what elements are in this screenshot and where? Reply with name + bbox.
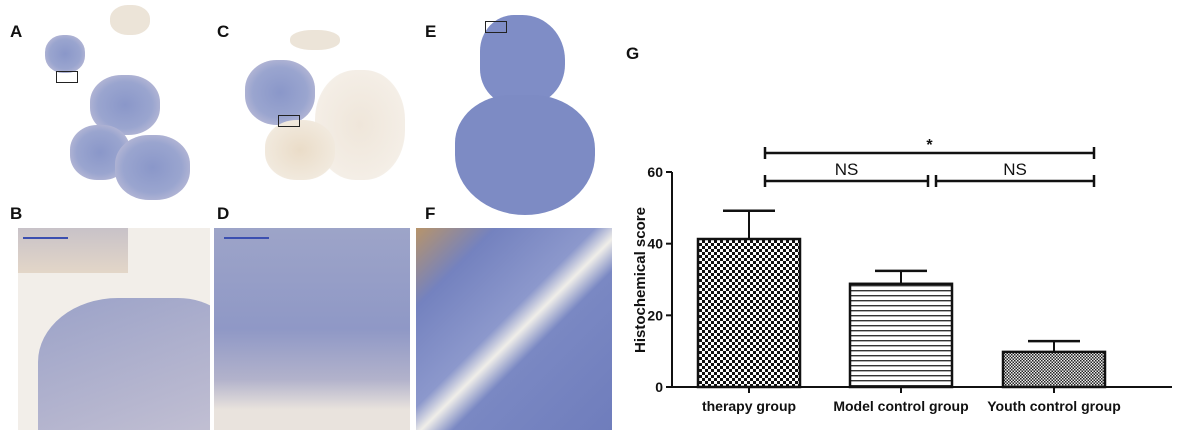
x-tick-label: therapy group: [702, 398, 796, 414]
inset-box: [485, 21, 507, 33]
inset-box: [278, 115, 300, 127]
micrograph-e: [450, 15, 610, 220]
panel-label-f: F: [425, 204, 436, 223]
x-tick-label: Youth control group: [987, 398, 1121, 414]
panel-label-b: B: [10, 204, 23, 223]
significance-label: *: [926, 137, 933, 154]
y-tick-label: 60: [647, 164, 663, 180]
x-tick-label: Model control group: [833, 398, 968, 414]
bar: [696, 237, 802, 389]
scale-bar: [23, 237, 68, 239]
panel-label-a: A: [10, 22, 23, 41]
micrograph-d: [214, 228, 410, 430]
panel-label-e: E: [425, 22, 437, 41]
micrograph-b: [18, 228, 210, 430]
bar: [1001, 350, 1107, 389]
micrograph-c: [235, 30, 415, 190]
y-tick-label: 20: [647, 307, 663, 323]
micrograph-f: [416, 228, 612, 430]
panel-label-c: C: [217, 22, 230, 41]
micrograph-a: [30, 5, 210, 200]
bar: [848, 282, 954, 389]
significance-label: NS: [835, 160, 859, 179]
significance-label: NS: [1003, 160, 1027, 179]
y-tick-label: 40: [647, 236, 663, 252]
inset-box: [56, 71, 78, 83]
panel-label-d: D: [217, 204, 230, 223]
y-tick-label: 0: [655, 379, 663, 395]
y-axis-label: Histochemical score: [632, 207, 649, 353]
panel-label-g: G: [626, 44, 640, 63]
scale-bar: [224, 237, 269, 239]
